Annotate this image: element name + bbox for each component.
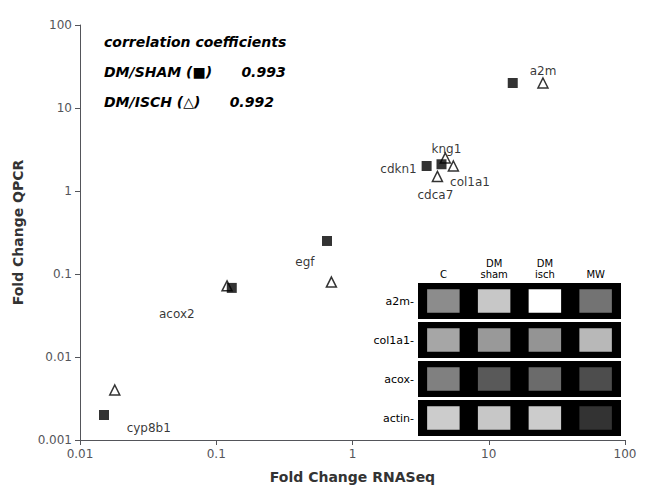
svg-text:DM: DM: [486, 258, 502, 269]
svg-text:correlation coefficients: correlation coefficients: [104, 34, 286, 50]
svg-text:actin-: actin-: [383, 412, 414, 425]
svg-text:0.1: 0.1: [53, 267, 72, 281]
svg-text:Fold Change QPCR: Fold Change QPCR: [10, 159, 26, 305]
svg-text:100: 100: [49, 18, 72, 32]
svg-text:acox2: acox2: [159, 307, 195, 321]
svg-text:0.001: 0.001: [38, 433, 72, 447]
svg-text:MW: MW: [586, 269, 605, 280]
svg-text:C: C: [440, 269, 447, 280]
svg-text:col1a1-: col1a1-: [373, 334, 414, 347]
svg-text:sham: sham: [480, 269, 507, 280]
svg-text:col1a1: col1a1: [450, 175, 490, 189]
svg-text:0.01: 0.01: [45, 350, 72, 364]
svg-text:1: 1: [64, 184, 72, 198]
svg-text:egf: egf: [295, 255, 315, 269]
svg-text:DM: DM: [537, 258, 553, 269]
svg-text:acox-: acox-: [384, 373, 414, 386]
svg-text:DM/SHAM (■) 0.993: DM/SHAM (■) 0.993: [104, 64, 286, 80]
svg-text:100: 100: [614, 447, 637, 461]
svg-text:0.01: 0.01: [67, 447, 94, 461]
svg-text:10: 10: [57, 101, 72, 115]
svg-text:isch: isch: [535, 269, 555, 280]
svg-text:kng1: kng1: [431, 142, 461, 156]
svg-text:0.1: 0.1: [207, 447, 226, 461]
svg-text:cyp8b1: cyp8b1: [127, 421, 171, 435]
svg-text:1: 1: [349, 447, 357, 461]
svg-text:a2m-: a2m-: [386, 295, 414, 308]
svg-text:10: 10: [481, 447, 496, 461]
svg-text:cdca7: cdca7: [418, 188, 454, 202]
svg-text:DM/ISCH (△) 0.992: DM/ISCH (△) 0.992: [104, 94, 274, 110]
svg-text:a2m: a2m: [530, 64, 557, 78]
svg-text:cdkn1: cdkn1: [380, 162, 416, 176]
svg-text:Fold Change RNASeq: Fold Change RNASeq: [270, 469, 435, 485]
